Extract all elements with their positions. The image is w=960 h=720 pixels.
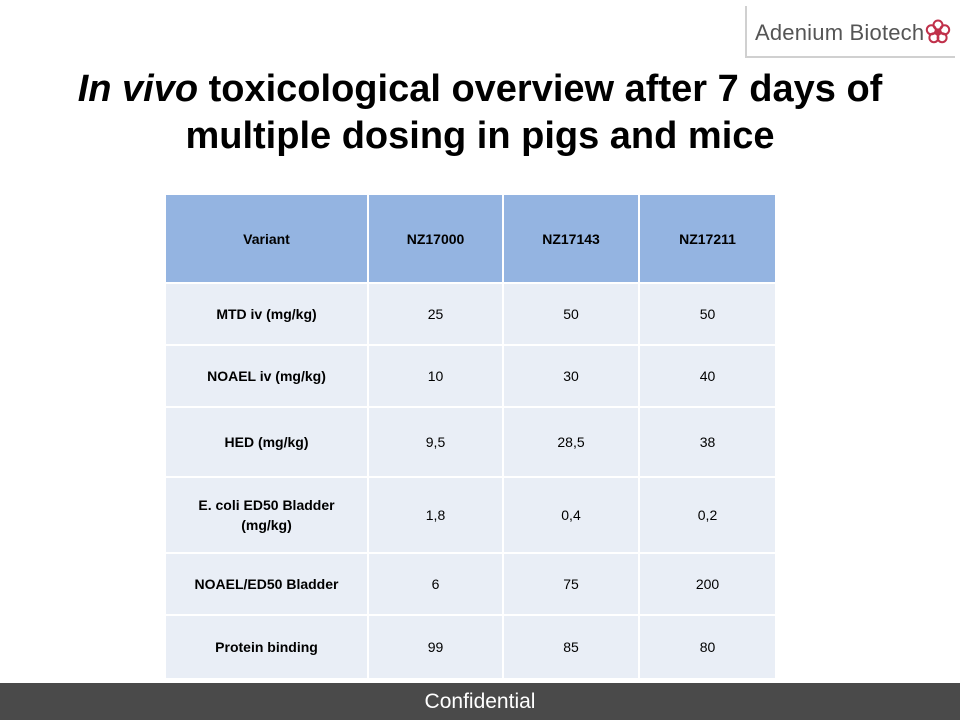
table-row: E. coli ED50 Bladder (mg/kg) 1,8 0,4 0,2 (164, 476, 777, 554)
table-row: NOAEL iv (mg/kg) 10 30 40 (164, 344, 777, 408)
flower-icon (925, 19, 951, 44)
logo-text: Adenium Biotech (755, 20, 925, 45)
column-header: NZ17000 (367, 193, 504, 284)
table-cell: 9,5 (367, 406, 504, 478)
title-line-1: In vivo toxicological overview after 7 d… (20, 66, 940, 113)
table-cell: 200 (638, 552, 777, 616)
row-label: NOAEL/ED50 Bladder (164, 552, 369, 616)
row-label: Protein binding (164, 614, 369, 680)
table-cell: 75 (502, 552, 640, 616)
table-cell: 99 (367, 614, 504, 680)
table-cell: 50 (502, 282, 640, 346)
table-cell: 85 (502, 614, 640, 680)
column-header: NZ17143 (502, 193, 640, 284)
title-italic: In vivo (77, 68, 199, 110)
company-logo: Adenium Biotech (745, 6, 955, 58)
table-cell: 25 (367, 282, 504, 346)
column-header: NZ17211 (638, 193, 777, 284)
table-cell: 28,5 (502, 406, 640, 478)
row-label: MTD iv (mg/kg) (164, 282, 369, 346)
row-label: E. coli ED50 Bladder (mg/kg) (164, 476, 369, 554)
table-row: MTD iv (mg/kg) 25 50 50 (164, 282, 777, 346)
table-cell: 80 (638, 614, 777, 680)
table-cell: 6 (367, 552, 504, 616)
table-cell: 50 (638, 282, 777, 346)
row-label: HED (mg/kg) (164, 406, 369, 478)
table-row: NOAEL/ED50 Bladder 6 75 200 (164, 552, 777, 616)
table-row: Protein binding 99 85 80 (164, 614, 777, 680)
slide-title: In vivo toxicological overview after 7 d… (20, 66, 940, 160)
table-cell: 0,2 (638, 476, 777, 554)
table-row: HED (mg/kg) 9,5 28,5 38 (164, 406, 777, 478)
toxicology-table: Variant NZ17000 NZ17143 NZ17211 MTD iv (… (164, 193, 777, 680)
table-cell: 40 (638, 344, 777, 408)
table-cell: 38 (638, 406, 777, 478)
title-line-2: multiple dosing in pigs and mice (185, 115, 775, 157)
table-header-row: Variant NZ17000 NZ17143 NZ17211 (164, 193, 777, 284)
column-header: Variant (164, 193, 369, 284)
table-cell: 1,8 (367, 476, 504, 554)
table-cell: 10 (367, 344, 504, 408)
table-cell: 30 (502, 344, 640, 408)
table-cell: 0,4 (502, 476, 640, 554)
footer-text: Confidential (424, 690, 536, 713)
row-label: NOAEL iv (mg/kg) (164, 344, 369, 408)
title-rest: toxicological overview after 7 days of (198, 68, 883, 110)
footer-bar: Confidential (0, 683, 960, 720)
